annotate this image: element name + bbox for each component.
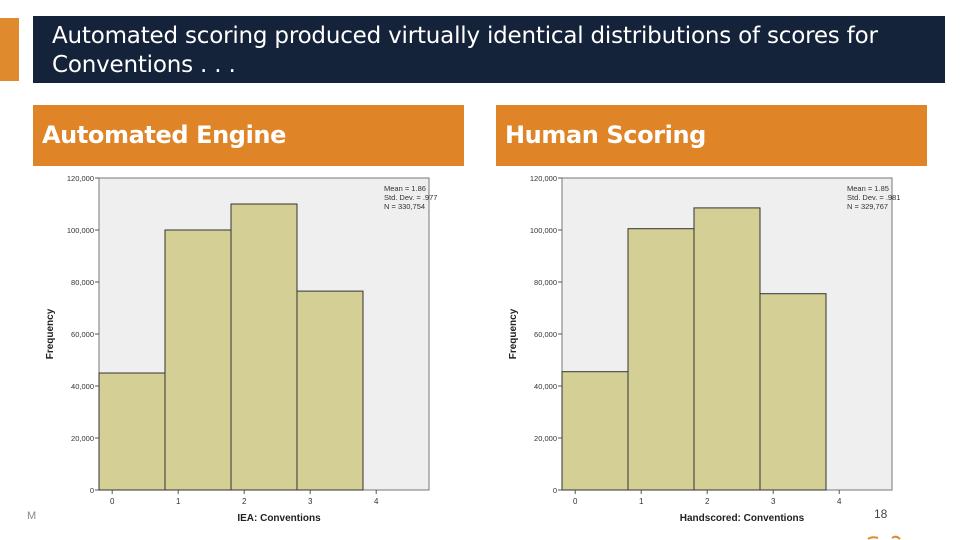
y-tick-label: 80,000 <box>71 278 94 287</box>
x-tick-label: 4 <box>837 497 842 506</box>
y-tick-label: 0 <box>553 486 557 495</box>
y-tick-label: 20,000 <box>71 434 94 443</box>
y-tick-label: 100,000 <box>530 226 557 235</box>
y-tick-label: 60,000 <box>534 330 557 339</box>
x-tick-label: 3 <box>771 497 776 506</box>
stats-label: N = 329,767 <box>847 202 888 211</box>
y-tick-label: 40,000 <box>71 382 94 391</box>
histogram-bar <box>98 372 166 491</box>
x-axis-title: IEA: Conventions <box>237 513 321 524</box>
x-tick-label: 1 <box>639 497 644 506</box>
histogram-bar <box>230 203 298 491</box>
stats-label: N = 330,754 <box>384 202 425 211</box>
stats-label: Std. Dev. = .977 <box>384 193 437 202</box>
y-tick-label: 60,000 <box>71 330 94 339</box>
histogram-bar <box>296 290 364 491</box>
x-tick-label: 4 <box>374 497 379 506</box>
x-tick-label: 0 <box>573 497 578 506</box>
y-tick-label: 120,000 <box>67 174 94 183</box>
x-axis-title: Handscored: Conventions <box>680 513 805 524</box>
y-tick-label: 20,000 <box>534 434 557 443</box>
slide-title: Automated scoring produced virtually ide… <box>33 16 945 83</box>
x-tick-label: 3 <box>308 497 313 506</box>
y-tick-label: 0 <box>90 486 94 495</box>
stats-label: Mean = 1.85 <box>847 184 889 193</box>
histogram-bar <box>759 293 827 491</box>
histogram-bar <box>693 207 761 491</box>
accent-bar <box>0 18 19 81</box>
panel-header-human: Human Scoring <box>496 105 927 166</box>
footer-text: M <box>27 510 37 522</box>
panel-header-automated: Automated Engine <box>33 105 464 166</box>
x-tick-label: 0 <box>110 497 115 506</box>
x-tick-label: 1 <box>176 497 181 506</box>
x-tick-label: 2 <box>242 497 247 506</box>
y-tick-label: 120,000 <box>530 174 557 183</box>
histogram-human: 0 20,000 40,000 60,000 80,000 100,000 120,000 0… <box>508 174 900 524</box>
y-axis-title: Frequency <box>508 308 519 359</box>
histogram-bar <box>561 371 629 491</box>
page-number: 18 <box>874 507 888 521</box>
y-tick-label: 40,000 <box>534 382 557 391</box>
histogram-automated: 0 20,000 40,000 60,000 80,000 100,000 120,000 0… <box>45 174 437 524</box>
stats-label: Mean = 1.86 <box>384 184 426 193</box>
x-tick-label: 2 <box>705 497 710 506</box>
y-tick-label: 100,000 <box>67 226 94 235</box>
y-axis-title: Frequency <box>45 308 56 359</box>
histogram-bar <box>627 228 695 491</box>
y-tick-label: 80,000 <box>534 278 557 287</box>
stats-label: Std. Dev. = .981 <box>847 193 900 202</box>
logo-mark <box>867 535 901 540</box>
histogram-bar <box>164 229 232 491</box>
